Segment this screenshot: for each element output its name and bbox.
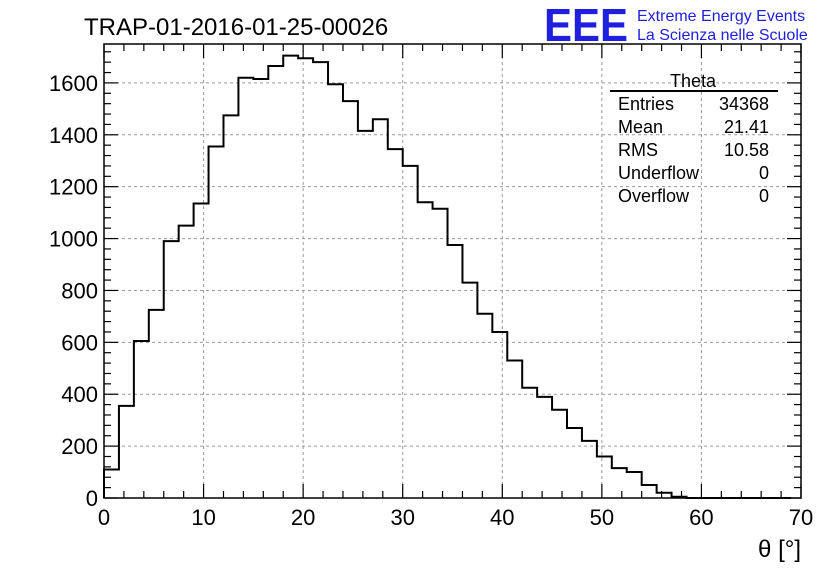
stats-value: 21.41 [724,117,769,137]
stats-label: Entries [618,94,674,114]
logo-line-1: Extreme Energy Events [637,8,805,25]
y-tick-label: 400 [61,382,98,407]
y-tick-label: 1000 [49,227,98,252]
histogram-series [103,54,792,499]
y-tick-label: 200 [61,434,98,459]
y-tick-label: 800 [61,278,98,303]
stats-title: Theta [670,71,717,91]
stats-label: Underflow [618,163,700,183]
stats-value: 0 [759,186,769,206]
x-tick-label: 30 [390,505,414,530]
eee-logo: EEE [544,0,628,51]
x-tick-label: 10 [191,505,215,530]
x-tick-labels: 0 10 20 30 40 50 60 70 [98,505,813,530]
x-axis-label: θ [°] [758,536,801,563]
y-tick-label: 1200 [49,175,98,200]
axis-ticks [103,44,802,499]
stats-label: Mean [618,117,663,137]
grid-lines [104,44,801,498]
stats-value: 0 [759,163,769,183]
x-tick-label: 20 [291,505,315,530]
x-tick-label: 40 [490,505,514,530]
x-tick-label: 50 [590,505,614,530]
x-tick-label: 0 [98,505,110,530]
y-tick-label: 1600 [49,71,98,96]
stats-value: 10.58 [724,140,769,160]
y-tick-label: 0 [86,486,98,511]
x-tick-label: 60 [689,505,713,530]
logo-line-2: La Scienza nelle Scuole [637,27,808,44]
chart-title: TRAP-01-2016-01-25-00026 [84,14,388,41]
y-tick-label: 1400 [49,123,98,148]
x-tick-label: 70 [789,505,813,530]
stats-value: 34368 [719,94,769,114]
y-tick-labels: 0 200 400 600 800 1000 1200 1400 1600 [49,71,98,511]
stats-box: Theta Entries 34368 Mean 21.41 RMS 10.58 Under… [610,71,778,206]
plot-frame [103,43,802,499]
y-tick-label: 600 [61,330,98,355]
stats-label: Overflow [618,186,690,206]
stats-label: RMS [618,140,658,160]
